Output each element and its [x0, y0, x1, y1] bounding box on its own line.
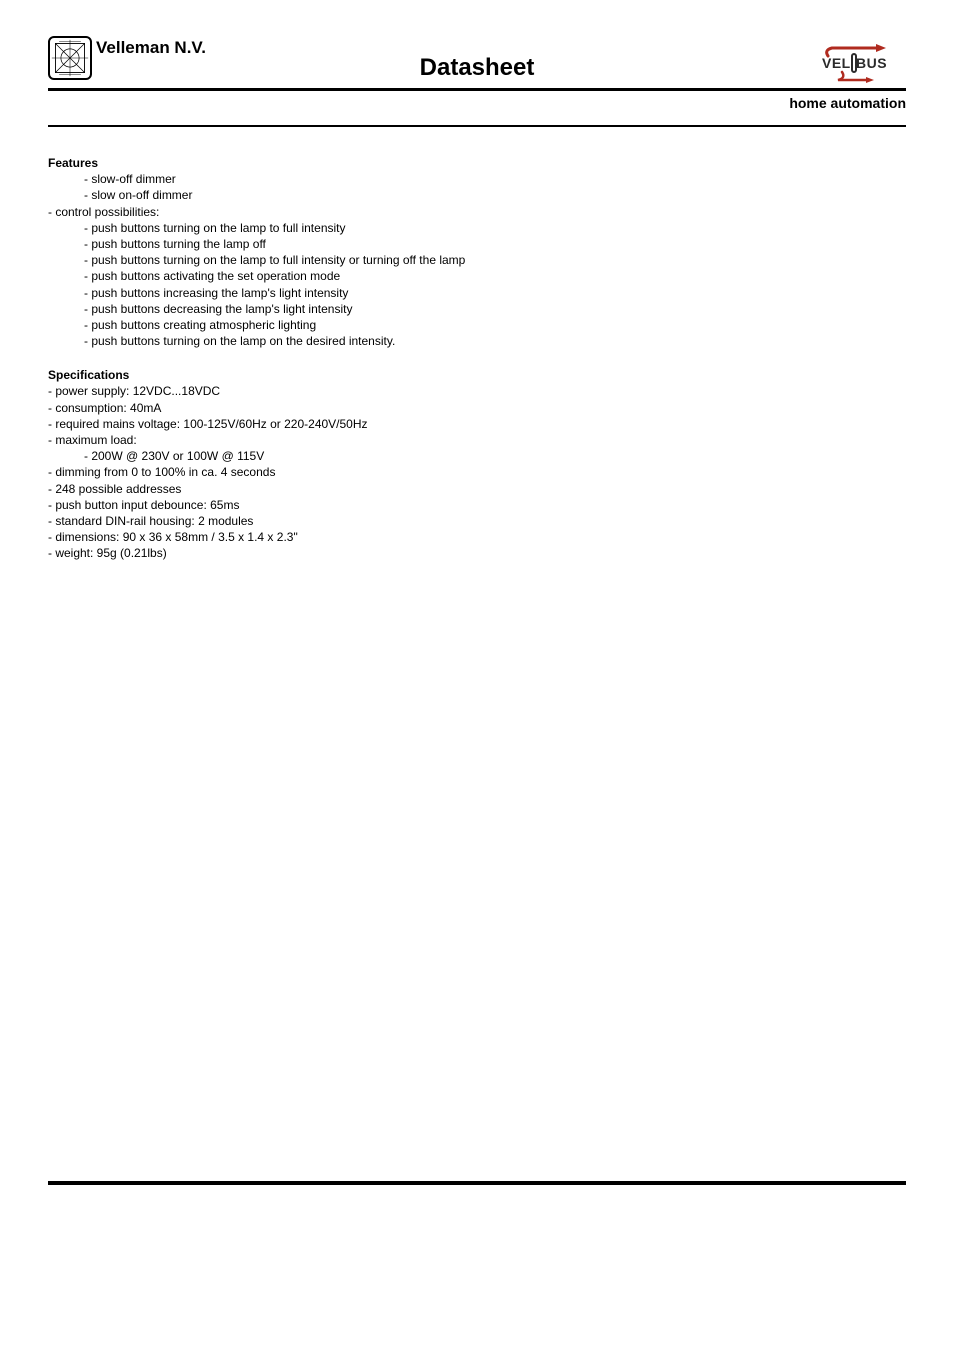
spec-item: - standard DIN-rail housing: 2 modules: [48, 513, 906, 529]
feature-sub-item: - push buttons turning on the lamp to fu…: [84, 220, 906, 236]
page: Velleman N.V. Datasheet VEL BUS home aut…: [0, 0, 954, 1351]
spec-item: - push button input debounce: 65ms: [48, 497, 906, 513]
spec-sub-item: - 200W @ 230V or 100W @ 115V: [84, 448, 906, 464]
feature-sub-item: - push buttons decreasing the lamp's lig…: [84, 301, 906, 317]
header: Velleman N.V. Datasheet VEL BUS: [48, 36, 906, 86]
feature-sub-item: - push buttons activating the set operat…: [84, 268, 906, 284]
spec-item: - dimming from 0 to 100% in ca. 4 second…: [48, 464, 906, 480]
footer-rule: [48, 1181, 906, 1185]
spec-item: - consumption: 40mA: [48, 400, 906, 416]
feature-sub-item: - push buttons turning on the lamp on th…: [84, 333, 906, 349]
spec-item: - power supply: 12VDC...18VDC: [48, 383, 906, 399]
svg-text:VEL: VEL: [822, 55, 851, 71]
feature-item: - slow-off dimmer: [84, 171, 906, 187]
feature-sub-item: - push buttons turning on the lamp to fu…: [84, 252, 906, 268]
spec-item: - 248 possible addresses: [48, 481, 906, 497]
features-heading: Features: [48, 155, 906, 171]
content: Features - slow-off dimmer - slow on-off…: [48, 155, 906, 562]
velbus-logo-icon: VEL BUS: [816, 42, 906, 86]
spec-item: - weight: 95g (0.21lbs): [48, 545, 906, 561]
header-rule-thin: [48, 125, 906, 127]
feature-sub-item: - push buttons creating atmospheric ligh…: [84, 317, 906, 333]
svg-text:BUS: BUS: [856, 55, 887, 71]
feature-item: - slow on-off dimmer: [84, 187, 906, 203]
spec-item: - dimensions: 90 x 36 x 58mm / 3.5 x 1.4…: [48, 529, 906, 545]
spec-item: - required mains voltage: 100-125V/60Hz …: [48, 416, 906, 432]
page-title: Datasheet: [48, 54, 906, 82]
subtitle: home automation: [48, 95, 906, 111]
specifications-heading: Specifications: [48, 367, 906, 383]
feature-sub-item: - push buttons increasing the lamp's lig…: [84, 285, 906, 301]
header-rule-thick: [48, 88, 906, 91]
spec-item: - maximum load:: [48, 432, 906, 448]
feature-subheading: - control possibilities:: [48, 204, 906, 220]
spacer: [48, 349, 906, 367]
feature-sub-item: - push buttons turning the lamp off: [84, 236, 906, 252]
